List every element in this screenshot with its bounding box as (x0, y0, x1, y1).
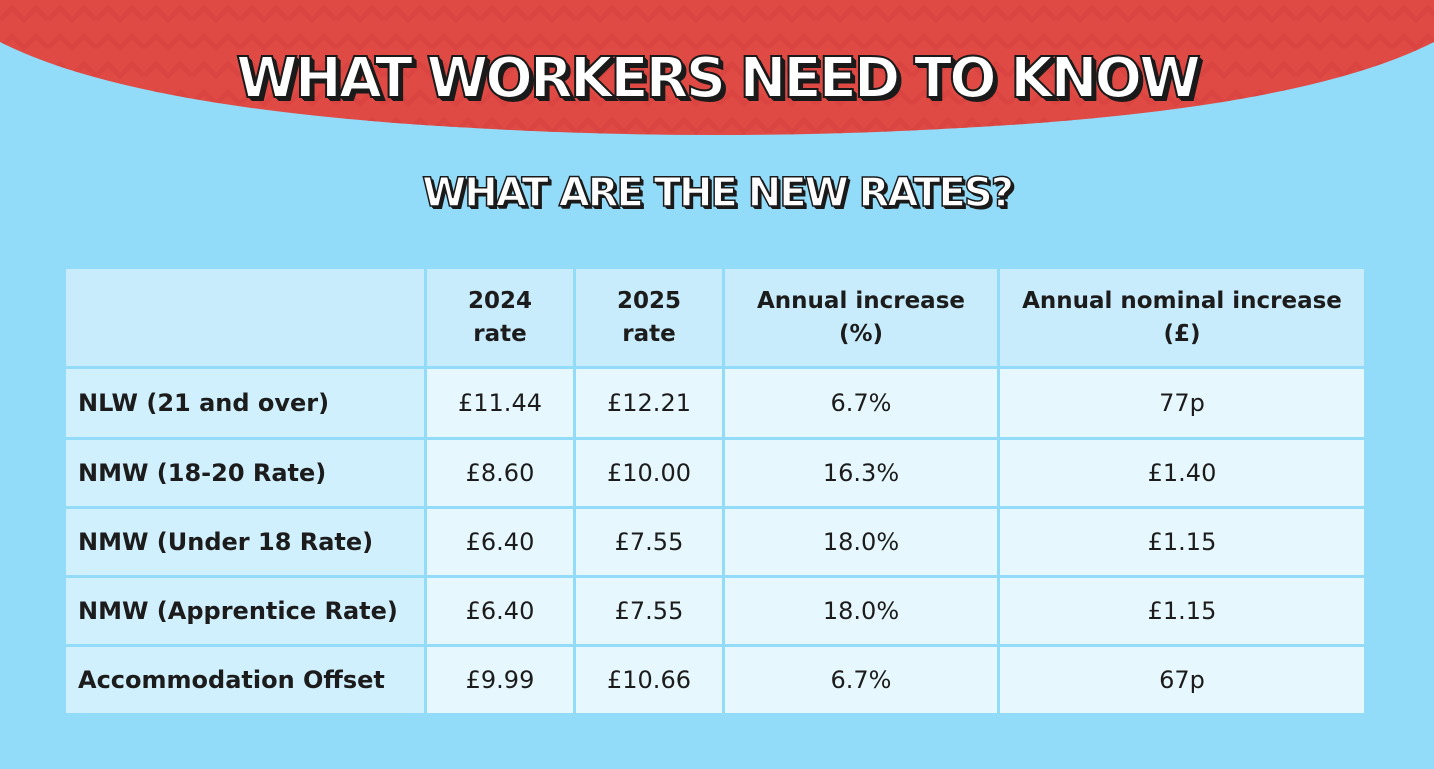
table-header-row: 2024 rate 2025 rate Annual increase (%) Ann… (66, 269, 1364, 366)
row-label: NMW (Apprentice Rate) (66, 578, 424, 644)
rate-2025-cell: £12.21 (576, 369, 722, 437)
rate-2024-cell: £8.60 (427, 440, 573, 506)
rate-2024-cell: £6.40 (427, 578, 573, 644)
rate-2025-cell: £7.55 (576, 578, 722, 644)
table-row: NMW (Apprentice Rate) £6.40 £7.55 18.0% … (66, 578, 1364, 644)
header-cell-2024-rate: 2024 rate (427, 269, 573, 366)
page-subtitle: WHAT ARE THE NEW RATES? (421, 169, 1014, 217)
increase-pct-cell: 18.0% (725, 509, 997, 575)
header-banner (0, 0, 1434, 135)
row-label: NLW (21 and over) (66, 369, 424, 437)
increase-gbp-cell: £1.15 (1000, 509, 1364, 575)
rate-2025-cell: £10.00 (576, 440, 722, 506)
increase-pct-cell: 6.7% (725, 647, 997, 713)
rate-2025-cell: £10.66 (576, 647, 722, 713)
row-label: Accommodation Offset (66, 647, 424, 713)
rate-2024-cell: £9.99 (427, 647, 573, 713)
rate-2025-cell: £7.55 (576, 509, 722, 575)
increase-pct-cell: 18.0% (725, 578, 997, 644)
table-row: NLW (21 and over) £11.44 £12.21 6.7% 77p (66, 369, 1364, 437)
row-label: NMW (Under 18 Rate) (66, 509, 424, 575)
header-cell-annual-nominal-increase: Annual nominal increase (£) (1000, 269, 1364, 366)
header-cell-annual-increase-pct: Annual increase (%) (725, 269, 997, 366)
table-row: Accommodation Offset £9.99 £10.66 6.7% 6… (66, 647, 1364, 713)
increase-gbp-cell: £1.15 (1000, 578, 1364, 644)
table-row: NMW (18-20 Rate) £8.60 £10.00 16.3% £1.4… (66, 440, 1364, 506)
page-title: WHAT WORKERS NEED TO KNOW (235, 45, 1202, 112)
increase-gbp-cell: 77p (1000, 369, 1364, 437)
table-row: NMW (Under 18 Rate) £6.40 £7.55 18.0% £1… (66, 509, 1364, 575)
row-label: NMW (18-20 Rate) (66, 440, 424, 506)
increase-gbp-cell: 67p (1000, 647, 1364, 713)
increase-pct-cell: 16.3% (725, 440, 997, 506)
rates-table: 2024 rate 2025 rate Annual increase (%) Ann… (63, 266, 1367, 716)
rate-2024-cell: £6.40 (427, 509, 573, 575)
header-cell-2025-rate: 2025 rate (576, 269, 722, 366)
increase-pct-cell: 6.7% (725, 369, 997, 437)
increase-gbp-cell: £1.40 (1000, 440, 1364, 506)
header-cell-blank (66, 269, 424, 366)
rate-2024-cell: £11.44 (427, 369, 573, 437)
